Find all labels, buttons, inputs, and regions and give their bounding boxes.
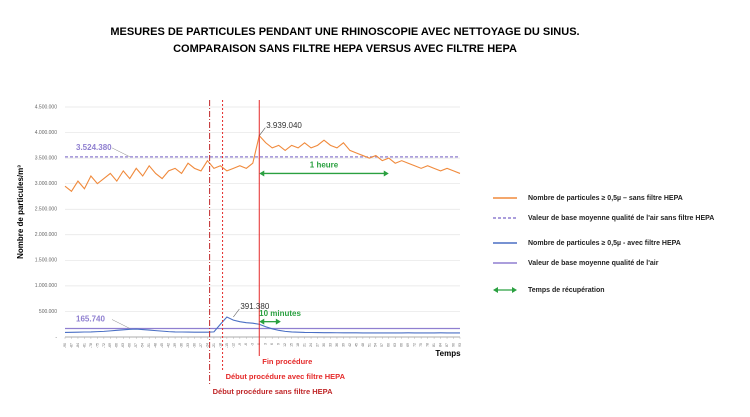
- legend-label: Valeur de base moyenne qualité de l'air: [528, 260, 659, 267]
- x-tick-label: -21: [212, 343, 216, 348]
- baseline-leader: [111, 319, 131, 329]
- y-tick-label: 500.000: [39, 309, 57, 315]
- event-label: Début procédure sans filtre HEPA: [213, 387, 333, 396]
- x-tick-label: -27: [199, 343, 203, 348]
- y-tick-label: 3.000.000: [35, 181, 57, 187]
- y-tick-label: 1.500.000: [35, 258, 57, 264]
- baseline-label: 165.740: [76, 315, 105, 324]
- y-tick-label: 2.500.000: [35, 207, 57, 213]
- x-tick-label: 21: [303, 343, 307, 347]
- x-tick-label: -48: [154, 343, 158, 348]
- x-tick-label: -6: [244, 343, 248, 346]
- baseline-leader: [111, 147, 131, 158]
- y-tick-label: 3.500.000: [35, 155, 57, 161]
- x-tick-label: 9: [277, 343, 281, 345]
- x-tick-label: -78: [89, 343, 93, 348]
- peak-leader: [259, 127, 266, 136]
- x-tick-label: -12: [231, 343, 235, 348]
- legend-label: Valeur de base moyenne qualité de l'air …: [528, 215, 714, 222]
- x-tick-label: 30: [322, 343, 326, 347]
- x-tick-label: 12: [283, 343, 287, 347]
- x-tick-label: 42: [348, 343, 352, 347]
- x-tick-label: 87: [445, 343, 449, 347]
- x-tick-label: -51: [147, 343, 151, 348]
- x-tick-label: -84: [76, 343, 80, 348]
- x-tick-label: 24: [309, 343, 313, 347]
- x-tick-label: 54: [374, 343, 378, 347]
- x-tick-label: -90: [63, 343, 67, 348]
- x-tick-label: -3: [251, 343, 255, 346]
- x-tick-label: -42: [167, 343, 171, 348]
- series-line: [64, 134, 461, 193]
- chart-title: MESURES DE PARTICULES PENDANT UNE RHINOS…: [110, 26, 579, 38]
- x-tick-label: 18: [296, 343, 300, 347]
- x-tick-label: 93: [458, 343, 462, 347]
- x-tick-label: -9: [238, 343, 242, 346]
- x-tick-label: -75: [95, 343, 99, 348]
- x-tick-label: -63: [121, 343, 125, 348]
- x-tick-label: 27: [315, 343, 319, 347]
- x-tick-label: -36: [179, 343, 183, 348]
- legend-label: Nombre de particules ≥ 0,5µ – sans filtr…: [528, 195, 683, 202]
- x-tick-label: -60: [128, 343, 132, 348]
- x-tick-label: 51: [367, 343, 371, 347]
- y-tick-label: 4.500.000: [35, 104, 57, 110]
- x-tick-label: 6: [270, 343, 274, 345]
- recovery-label: 1 heure: [310, 161, 339, 170]
- event-label: Début procédure avec filtre HEPA: [226, 372, 346, 381]
- series-line: [64, 316, 461, 334]
- baseline-label: 3.524.380: [76, 143, 112, 152]
- x-tick-label: 72: [413, 343, 417, 347]
- x-tick-label: 63: [393, 343, 397, 347]
- peak-leader: [233, 308, 240, 318]
- x-tick-label: 57: [380, 343, 384, 347]
- peak-label: 3.939.040: [266, 121, 302, 130]
- x-tick-label: 90: [451, 343, 455, 347]
- x-tick-label: 48: [361, 343, 365, 347]
- x-tick-label: -24: [205, 343, 209, 348]
- x-tick-label: -18: [218, 343, 222, 348]
- x-tick-label: 39: [341, 343, 345, 347]
- x-tick-label: 33: [328, 343, 332, 347]
- arrow-head: [493, 287, 517, 293]
- legend-label: Nombre de particules ≥ 0,5µ - avec filtr…: [528, 240, 681, 247]
- legend-label: Temps de récupération: [528, 287, 605, 294]
- x-tick-label: -81: [82, 343, 86, 348]
- x-tick-label: 15: [290, 343, 294, 347]
- x-tick-label: 69: [406, 343, 410, 347]
- x-tick-label: -57: [134, 343, 138, 348]
- y-tick-label: 1.000.000: [35, 283, 57, 289]
- x-tick-label: -30: [192, 343, 196, 348]
- recovery-label: 10 minutes: [259, 309, 301, 318]
- x-tick-label: -33: [186, 343, 190, 348]
- event-label: Fin procédure: [262, 357, 312, 366]
- x-tick-label: 81: [432, 343, 436, 347]
- x-tick-label: -54: [141, 343, 145, 348]
- x-tick-label: -45: [160, 343, 164, 348]
- arrow-head: [259, 318, 281, 325]
- x-tick-label: -69: [108, 343, 112, 348]
- x-tick-label: -66: [115, 343, 119, 348]
- x-tick-label: 60: [387, 343, 391, 347]
- x-tick-label: 66: [400, 343, 404, 347]
- y-tick-label: 2.000.000: [35, 232, 57, 238]
- y-tick-label: -: [55, 334, 57, 340]
- y-tick-label: 4.000.000: [35, 130, 57, 136]
- x-tick-label: 36: [335, 343, 339, 347]
- x-axis-label: Temps: [435, 349, 461, 358]
- x-tick-label: 3: [264, 343, 268, 345]
- x-tick-label: -15: [225, 343, 229, 348]
- x-tick-label: 45: [354, 343, 358, 347]
- chart-subtitle: COMPARAISON SANS FILTRE HEPA VERSUS AVEC…: [173, 43, 517, 55]
- x-tick-label: 84: [438, 343, 442, 347]
- x-tick-label: 75: [419, 343, 423, 347]
- peak-label: 391.380: [240, 302, 269, 311]
- x-tick-label: -39: [173, 343, 177, 348]
- x-tick-label: -87: [69, 343, 73, 348]
- x-tick-label: 78: [426, 343, 430, 347]
- x-tick-label: -72: [102, 343, 106, 348]
- y-axis-label: Nombre de particules/m³: [16, 165, 25, 259]
